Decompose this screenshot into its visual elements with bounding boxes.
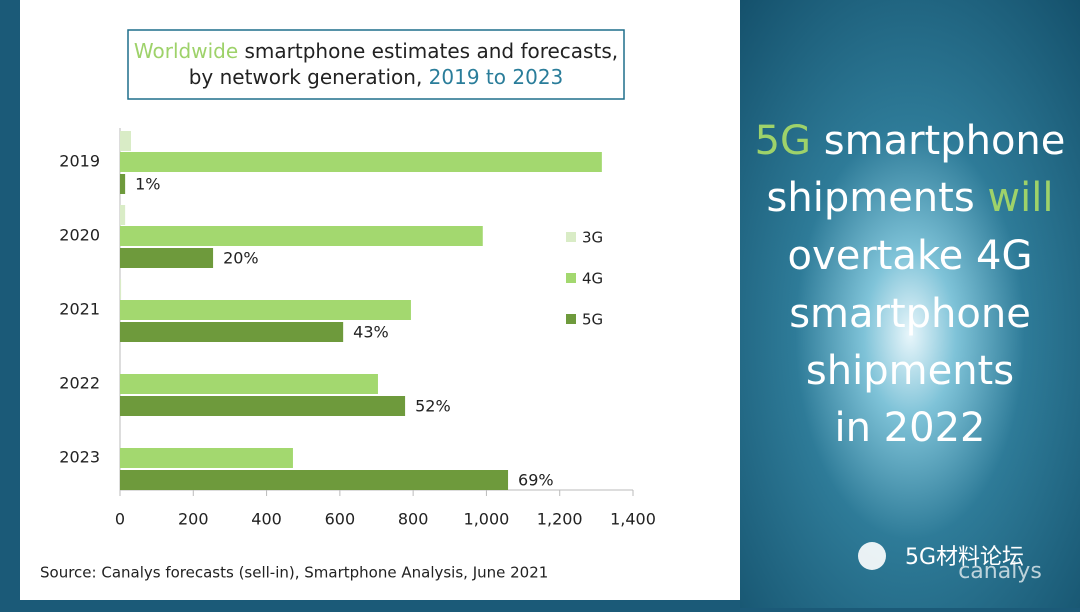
x-tick-label: 1,200 [537,510,583,529]
legend-label: 5G [582,311,603,329]
data-label: 20% [223,249,259,268]
source-note: Source: Canalys forecasts (sell-in), Sma… [40,564,548,582]
title-part: 2019 to 2023 [429,65,564,89]
y-tick-label: 2020 [59,226,100,245]
title-part: by network generation, [189,65,423,89]
legend-label: 3G [582,229,603,247]
x-tick-label: 1,400 [610,510,656,529]
x-tick-label: 400 [251,510,282,529]
x-tick-label: 600 [325,510,356,529]
headline-part: shipments [767,175,975,221]
logo: canalys [958,559,1042,584]
headline: 5G smartphone shipments will overtake 4G… [755,118,1066,451]
bar [120,322,344,342]
headline-line: 5G smartphone [755,118,1066,164]
chart-title: by network generation, 2019 to 2023 [189,65,564,89]
x-tick-label: 200 [178,510,209,529]
watermark: 5G材料论坛 [905,545,1024,570]
data-label: 1% [135,175,160,194]
headline-line: shipments [806,348,1014,394]
x-tick-label: 0 [115,510,125,529]
x-tick-label: 1,000 [464,510,510,529]
bar [120,174,126,194]
legend-swatch [566,232,576,242]
chart-title: Worldwide smartphone estimates and forec… [134,39,618,63]
headline-line: overtake 4G [788,233,1033,279]
y-tick-label: 2019 [59,152,100,171]
data-label: 52% [415,397,451,416]
bar [120,396,406,416]
headline-part: smartphone [824,118,1066,164]
x-tick-label: 800 [398,510,429,529]
headline-line: shipments will [767,175,1054,221]
title-part: smartphone estimates and forecasts, [245,39,619,63]
y-tick-label: 2021 [59,300,100,319]
side-panel [740,0,1080,608]
bar [120,470,509,490]
headline-line: smartphone [789,291,1031,337]
bar [120,448,293,468]
title-part: Worldwide [134,39,238,63]
legend-swatch [566,314,576,324]
bar [120,205,126,225]
bar [120,279,122,299]
headline-part: will [987,175,1053,221]
headline-line: in 2022 [835,405,986,451]
bar [120,300,411,320]
wechat-icon [858,542,886,570]
bar [120,131,131,151]
data-label: 43% [353,323,389,342]
bar [120,248,214,268]
bar [120,152,602,172]
y-tick-label: 2023 [59,448,100,467]
bar [120,374,378,394]
headline-part: 5G [755,118,811,164]
legend-label: 4G [582,270,603,288]
data-label: 69% [518,471,554,490]
legend-swatch [566,273,576,283]
y-tick-label: 2022 [59,374,100,393]
bar [120,226,483,246]
title-box [127,29,625,100]
